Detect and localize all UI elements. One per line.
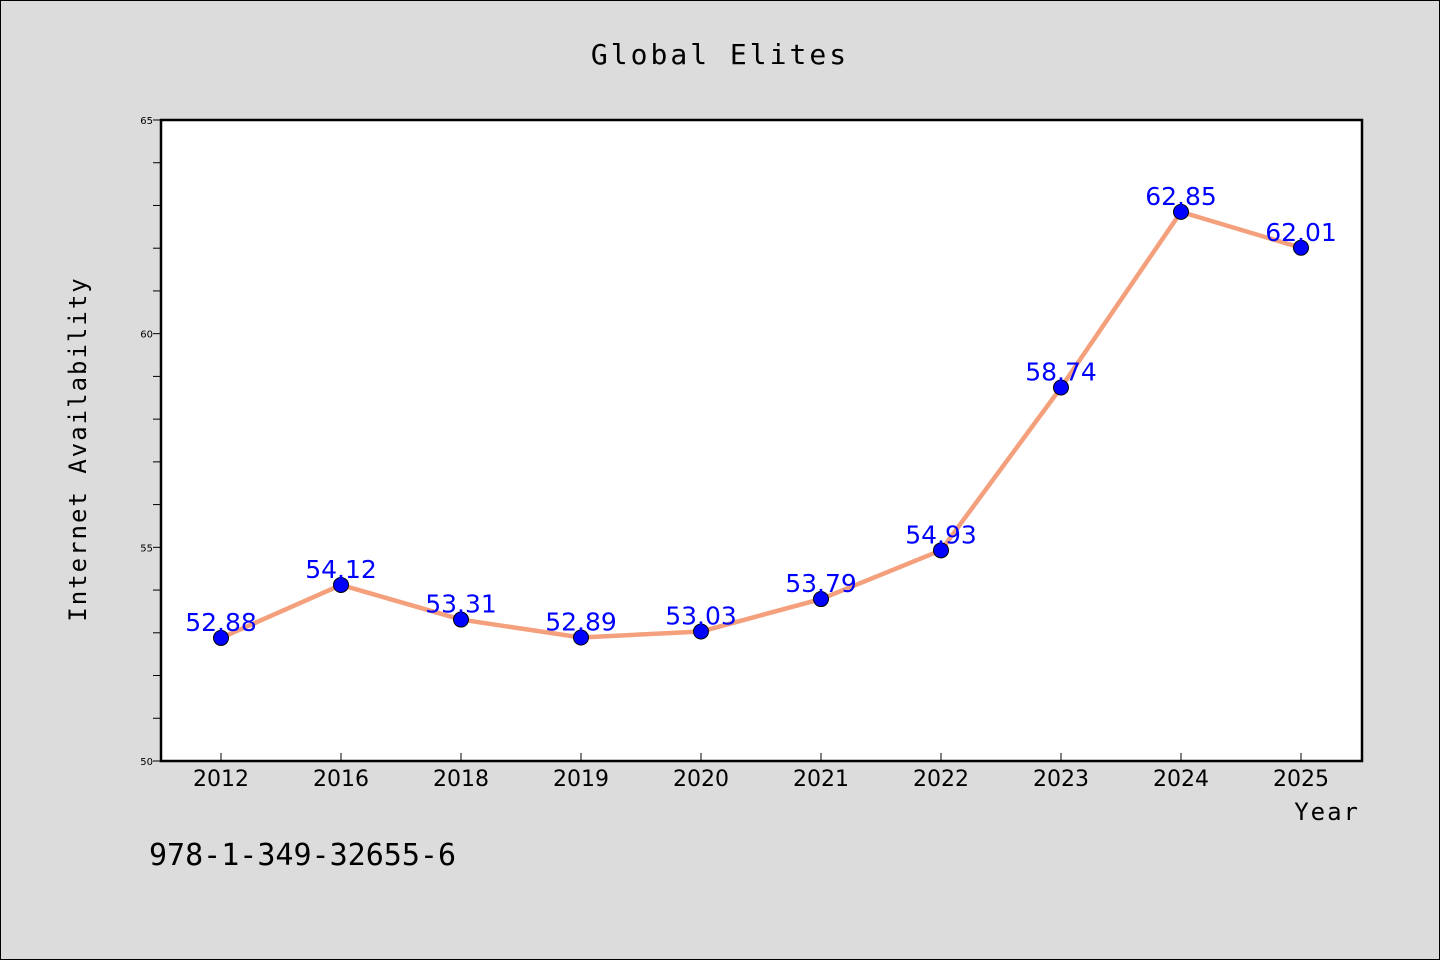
- data-point: [1293, 239, 1309, 256]
- data-label: 54.12: [305, 555, 377, 584]
- x-tick-label: 2016: [313, 767, 369, 792]
- x-tick-label: 2022: [913, 767, 969, 792]
- data-label: 52.88: [185, 608, 257, 637]
- isbn-text: 978-1-349-32655-6: [149, 838, 456, 873]
- y-tick-label: 65: [140, 116, 153, 127]
- data-label: 62.01: [1265, 218, 1337, 247]
- data-point: [573, 629, 589, 646]
- x-tick-label: 2020: [673, 767, 729, 792]
- data-label: 54.93: [905, 520, 977, 549]
- series-line: [220, 209, 1302, 640]
- data-label: 53.31: [425, 590, 497, 619]
- data-point: [333, 576, 349, 593]
- data-label: 52.89: [545, 608, 617, 637]
- x-tick-label: 2012: [193, 767, 249, 792]
- x-tick-label: 2024: [1153, 767, 1209, 792]
- x-tick-label: 2025: [1273, 767, 1329, 792]
- chart-title: Global Elites: [591, 38, 849, 71]
- plot-frame: [159, 118, 1364, 763]
- x-tick-label: 2019: [553, 767, 609, 792]
- x-tick-label: 2018: [433, 767, 489, 792]
- data-labels: 52.88 54.12 53.31 52.89 53.03 53.79 54.93 58.74…: [185, 182, 1337, 637]
- x-axis-label: Year: [1294, 798, 1360, 826]
- y-tick-label: 50: [140, 757, 153, 768]
- data-point: [213, 629, 229, 646]
- data-point: [1053, 379, 1069, 396]
- data-point: [693, 623, 709, 640]
- data-label: 53.79: [785, 569, 857, 598]
- data-point: [453, 611, 469, 628]
- data-label: 62.85: [1145, 182, 1217, 211]
- series-markers: [213, 203, 1309, 646]
- x-axis: 2012 2016 2018 2019 2020 2021 2022 2023 2024 2025: [193, 753, 1329, 792]
- data-label: 53.03: [665, 602, 737, 631]
- x-tick-label: 2023: [1033, 767, 1089, 792]
- y-axis: 50 55 60 65: [140, 116, 161, 768]
- data-label: 58.74: [1025, 358, 1097, 387]
- y-axis-label: Internet Availability: [64, 276, 92, 621]
- x-tick-label: 2021: [793, 767, 849, 792]
- data-point: [1173, 203, 1189, 220]
- y-tick-label: 60: [140, 330, 153, 341]
- data-point: [813, 591, 829, 608]
- data-point: [933, 542, 949, 559]
- y-tick-label: 55: [140, 543, 153, 554]
- plot-area: 50 55 60 65 2012 2016 2018 2019 2020 2021 2022 202…: [140, 116, 1364, 792]
